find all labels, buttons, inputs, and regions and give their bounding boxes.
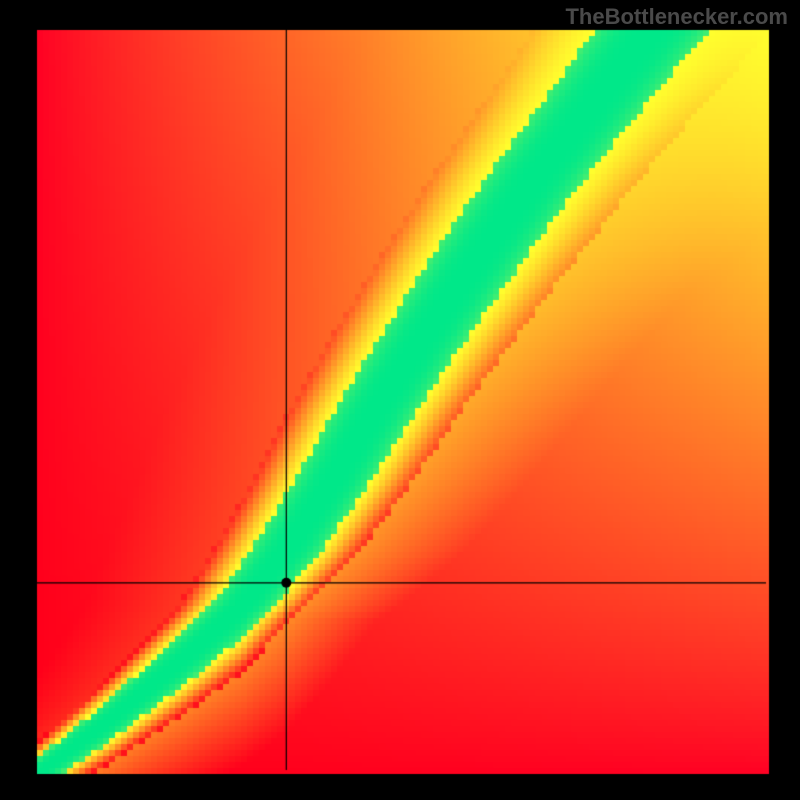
watermark-text: TheBottlenecker.com	[565, 4, 788, 30]
heatmap-canvas	[0, 0, 800, 800]
chart-container: TheBottlenecker.com	[0, 0, 800, 800]
